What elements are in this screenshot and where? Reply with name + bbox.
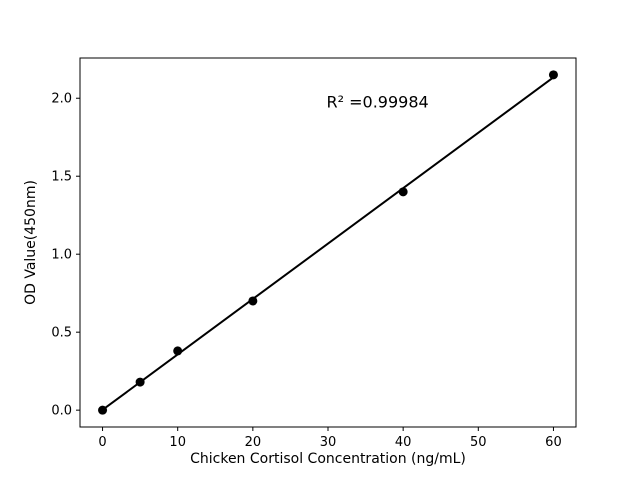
x-axis-label: Chicken Cortisol Concentration (ng/mL) xyxy=(190,451,466,467)
y-axis-tick-label: 2.0 xyxy=(51,92,72,107)
y-axis-tick-label: 1.5 xyxy=(51,170,72,185)
y-axis-tick-label: 0.5 xyxy=(51,326,72,341)
x-axis-tick-label: 10 xyxy=(169,435,186,450)
data-point xyxy=(548,70,558,80)
x-axis-tick-label: 0 xyxy=(98,435,106,450)
data-point xyxy=(398,187,408,197)
y-axis-tick-label: 1.0 xyxy=(51,248,72,263)
x-axis-tick-label: 60 xyxy=(545,435,562,450)
data-point xyxy=(135,377,145,387)
x-axis-tick-label: 40 xyxy=(395,435,412,450)
x-axis-tick-label: 30 xyxy=(320,435,337,450)
x-axis-tick-label: 20 xyxy=(245,435,262,450)
y-axis-tick-label: 0.0 xyxy=(51,404,72,419)
data-point xyxy=(248,296,258,306)
r-squared-annotation: R² =0.99984 xyxy=(327,92,429,111)
y-axis-label: OD Value(450nm) xyxy=(23,180,39,305)
x-axis-tick-label: 50 xyxy=(470,435,487,450)
data-point xyxy=(173,346,183,356)
data-point xyxy=(98,405,108,415)
